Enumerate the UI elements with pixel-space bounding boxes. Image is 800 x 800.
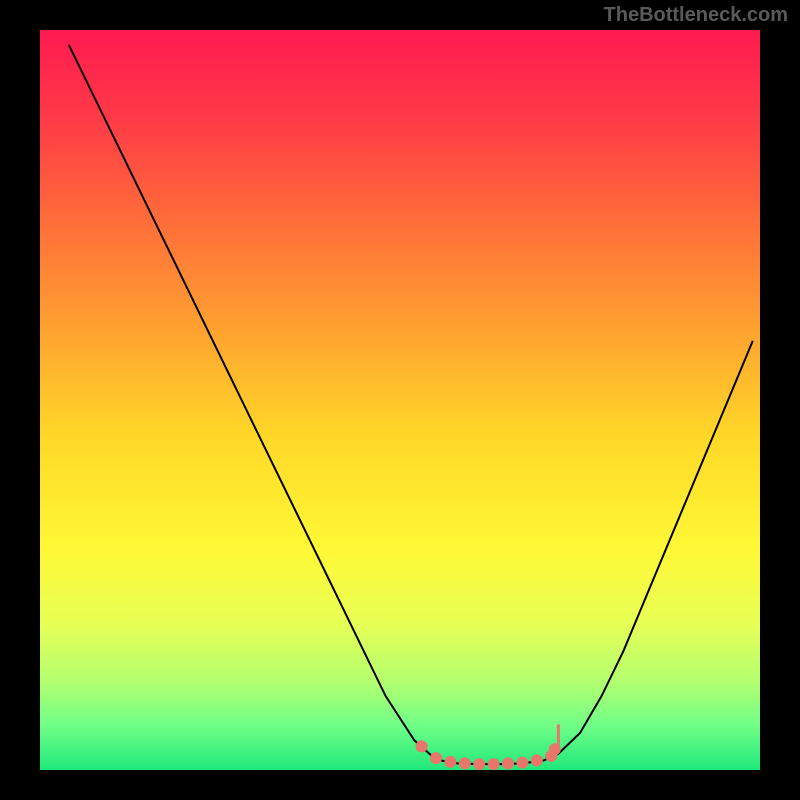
optimal-marker — [459, 757, 471, 769]
optimal-range-markers — [0, 0, 800, 800]
optimal-marker — [502, 757, 514, 769]
optimal-marker — [531, 754, 543, 766]
optimal-marker — [430, 752, 442, 764]
optimal-marker — [488, 758, 500, 770]
chart-container: TheBottleneck.com — [0, 0, 800, 800]
optimal-marker — [416, 740, 428, 752]
optimal-marker — [516, 757, 528, 769]
optimal-marker — [473, 758, 485, 770]
optimal-marker — [444, 756, 456, 768]
watermark-text: TheBottleneck.com — [604, 4, 788, 27]
